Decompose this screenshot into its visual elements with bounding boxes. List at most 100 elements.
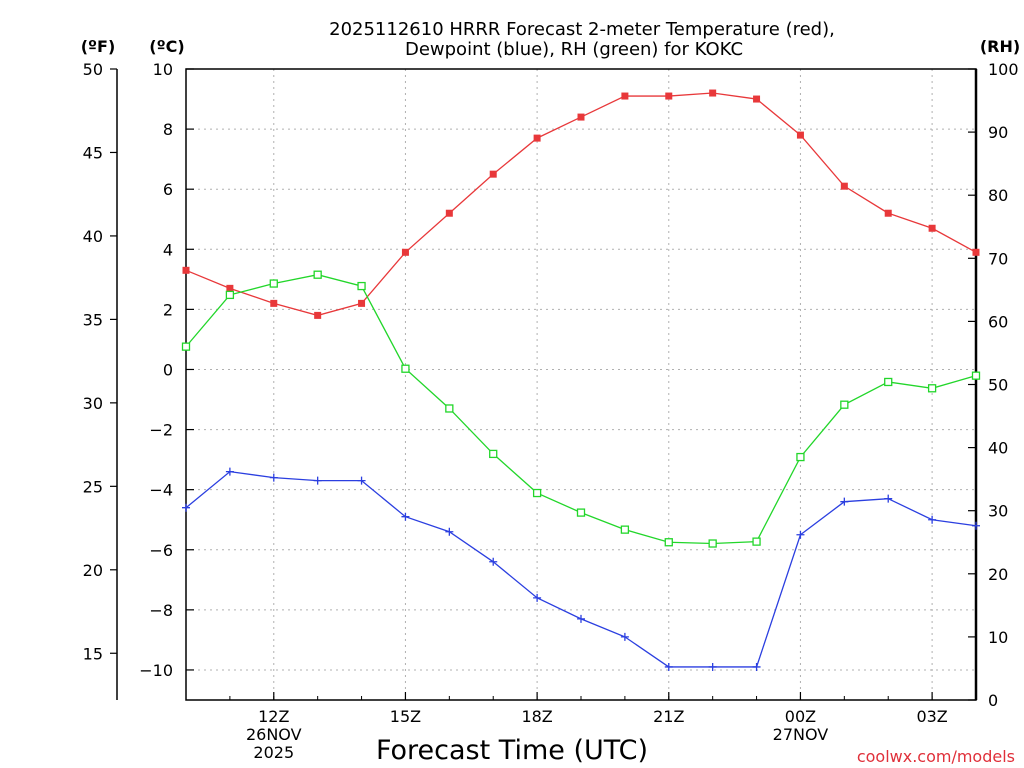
temperature-point [665, 92, 673, 100]
celsius-tick-label: −8 [149, 601, 173, 620]
x-tick-label: 26NOV [246, 725, 302, 744]
rh-point [269, 279, 278, 288]
dewpoint-point [313, 476, 322, 485]
x-tick-label: 15Z [390, 707, 421, 726]
celsius-tick-label: 4 [163, 240, 173, 259]
rh-point [708, 539, 717, 548]
dewpoint-point [840, 497, 849, 506]
dewpoint-point [796, 530, 805, 539]
fahrenheit-tick-label: 30 [83, 394, 103, 413]
temperature-point [226, 284, 234, 292]
x-tick-label: 27NOV [773, 725, 829, 744]
celsius-tick-label: 0 [163, 360, 173, 379]
rh-point [401, 364, 410, 373]
dewpoint-point [577, 614, 585, 623]
temperature-point [840, 182, 848, 190]
rh-tick-label: 80 [988, 186, 1008, 205]
dewpoint-point [357, 476, 366, 485]
rh-point [884, 377, 893, 387]
temperature-point [709, 89, 717, 97]
celsius-tick-label: 10 [153, 60, 173, 79]
x-tick-label: 21Z [653, 707, 684, 726]
temperature-point [753, 95, 761, 103]
dewpoint-point [225, 467, 234, 476]
rh-tick-label: 20 [988, 565, 1008, 584]
temperature-point [928, 224, 936, 232]
rh-point [971, 371, 981, 380]
dewpoint-point [401, 512, 410, 521]
rh-point [313, 270, 322, 279]
temperature-point [577, 113, 585, 121]
chart-title-line-1: 2025112610 HRRR Forecast 2-meter Tempera… [329, 19, 835, 40]
grid-lines [186, 68, 976, 700]
celsius-tick-label: −4 [149, 481, 173, 500]
rh-tick-label: 90 [988, 123, 1008, 142]
x-tick-label: 00Z [785, 707, 816, 726]
plot-frame [185, 68, 977, 701]
dewpoint-point [445, 527, 454, 536]
fahrenheit-tick-label: 50 [83, 60, 103, 79]
celsius-unit-label: (ºC) [149, 37, 184, 56]
rh-point [532, 488, 542, 498]
source-credit: coolwx.com/models [857, 747, 1015, 766]
fahrenheit-tick-label: 15 [83, 644, 103, 663]
rh-point [445, 404, 454, 413]
rh-point [664, 538, 673, 547]
temperature-point [884, 209, 892, 217]
rh-point [927, 384, 937, 393]
rh-point [576, 508, 586, 517]
rh-tick-label: 60 [988, 312, 1008, 331]
fahrenheit-tick-label: 45 [83, 143, 103, 162]
temperature-point [796, 131, 804, 139]
dewpoint-point [620, 632, 629, 641]
fahrenheit-unit-label: (ºF) [81, 37, 116, 56]
rh-tick-label: 0 [988, 691, 998, 710]
rh-point [489, 449, 498, 459]
dewpoint-point [533, 593, 542, 602]
temperature-series-line [185, 92, 977, 317]
dewpoint-point [752, 662, 761, 671]
rh-point [752, 537, 761, 546]
celsius-tick-label: 6 [163, 180, 173, 199]
rh-point [357, 281, 366, 291]
x-tick-label: 12Z [258, 707, 289, 726]
rh-tick-label: 10 [988, 628, 1008, 647]
celsius-tick-label: 2 [163, 300, 173, 319]
temperature-point [314, 311, 322, 319]
chart-title-line-2: Dewpoint (blue), RH (green) for KOKC [405, 39, 743, 60]
fahrenheit-tick-label: 40 [83, 227, 103, 246]
dewpoint-point [182, 503, 190, 512]
celsius-tick-label: 8 [163, 120, 173, 139]
celsius-tick-label: −6 [149, 541, 173, 560]
temperature-point [533, 134, 541, 142]
dewpoint-point [489, 557, 498, 566]
rh-tick-label: 50 [988, 376, 1008, 395]
dewpoint-point [928, 515, 937, 524]
temperature-point [182, 266, 190, 274]
rh-point [796, 452, 805, 462]
x-axis-title: Forecast Time (UTC) [376, 735, 648, 766]
data-series [181, 89, 981, 671]
rh-unit-label: (RH) [980, 37, 1020, 56]
fahrenheit-tick-label: 25 [83, 477, 103, 496]
dewpoint-point [972, 521, 980, 530]
temperature-point [270, 299, 278, 307]
rh-tick-label: 70 [988, 249, 1008, 268]
x-tick-label: 18Z [521, 707, 552, 726]
temperature-point [621, 92, 629, 100]
fahrenheit-tick-label: 20 [83, 561, 103, 580]
temperature-point [445, 209, 453, 217]
temperature-point [972, 248, 980, 256]
rh-point [620, 525, 630, 534]
dewpoint-point [664, 662, 673, 671]
dewpoint-point [708, 662, 717, 671]
fahrenheit-tick-label: 35 [83, 310, 103, 329]
temperature-point [358, 299, 366, 307]
dewpoint-series-line [185, 470, 977, 668]
rh-point [225, 290, 235, 300]
celsius-tick-label: −2 [149, 421, 173, 440]
rh-point [181, 342, 191, 351]
x-tick-label: 2025 [253, 743, 294, 762]
dewpoint-point [269, 473, 278, 482]
